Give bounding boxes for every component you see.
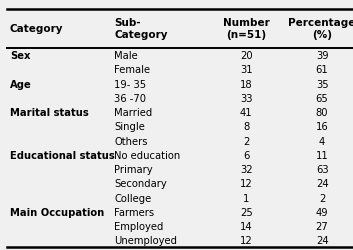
Text: 19- 35: 19- 35 (114, 79, 146, 89)
Text: No education: No education (114, 150, 180, 160)
Text: 16: 16 (316, 122, 329, 132)
Text: 39: 39 (316, 51, 328, 61)
Text: Sex: Sex (10, 51, 30, 61)
Text: 63: 63 (316, 164, 328, 174)
Text: Employed: Employed (114, 221, 163, 231)
Text: 32: 32 (240, 164, 252, 174)
Text: Male: Male (114, 51, 138, 61)
Text: Farmers: Farmers (114, 207, 154, 217)
Text: Percentage
(%): Percentage (%) (288, 18, 353, 40)
Text: 20: 20 (240, 51, 252, 61)
Text: 4: 4 (319, 136, 325, 146)
Text: 80: 80 (316, 108, 328, 118)
Text: Married: Married (114, 108, 152, 118)
Text: 41: 41 (240, 108, 252, 118)
Text: 18: 18 (240, 79, 252, 89)
Text: Age: Age (10, 79, 32, 89)
Text: 31: 31 (240, 65, 252, 75)
Text: 24: 24 (316, 236, 328, 246)
Text: Unemployed: Unemployed (114, 236, 177, 246)
Text: Main Occupation: Main Occupation (10, 207, 104, 217)
Text: Single: Single (114, 122, 145, 132)
Text: 12: 12 (240, 236, 253, 246)
Text: College: College (114, 193, 151, 203)
Text: Primary: Primary (114, 164, 152, 174)
Text: 1: 1 (243, 193, 250, 203)
Text: Educational status: Educational status (10, 150, 115, 160)
Text: Sub-
Category: Sub- Category (114, 18, 168, 40)
Text: 12: 12 (240, 179, 253, 188)
Text: 65: 65 (316, 94, 329, 104)
Text: Marital status: Marital status (10, 108, 89, 118)
Text: 11: 11 (316, 150, 329, 160)
Text: 25: 25 (240, 207, 253, 217)
Text: 8: 8 (243, 122, 249, 132)
Text: 61: 61 (316, 65, 329, 75)
Text: 49: 49 (316, 207, 328, 217)
Text: Others: Others (114, 136, 148, 146)
Text: 24: 24 (316, 179, 328, 188)
Text: 2: 2 (319, 193, 325, 203)
Text: 33: 33 (240, 94, 252, 104)
Text: 14: 14 (240, 221, 252, 231)
Text: 36 -70: 36 -70 (114, 94, 146, 104)
Text: 35: 35 (316, 79, 328, 89)
Text: Category: Category (10, 24, 64, 34)
Text: 27: 27 (316, 221, 329, 231)
Text: Female: Female (114, 65, 150, 75)
Text: Secondary: Secondary (114, 179, 167, 188)
Text: Number
(n=51): Number (n=51) (223, 18, 270, 40)
Text: 2: 2 (243, 136, 250, 146)
Text: 6: 6 (243, 150, 250, 160)
